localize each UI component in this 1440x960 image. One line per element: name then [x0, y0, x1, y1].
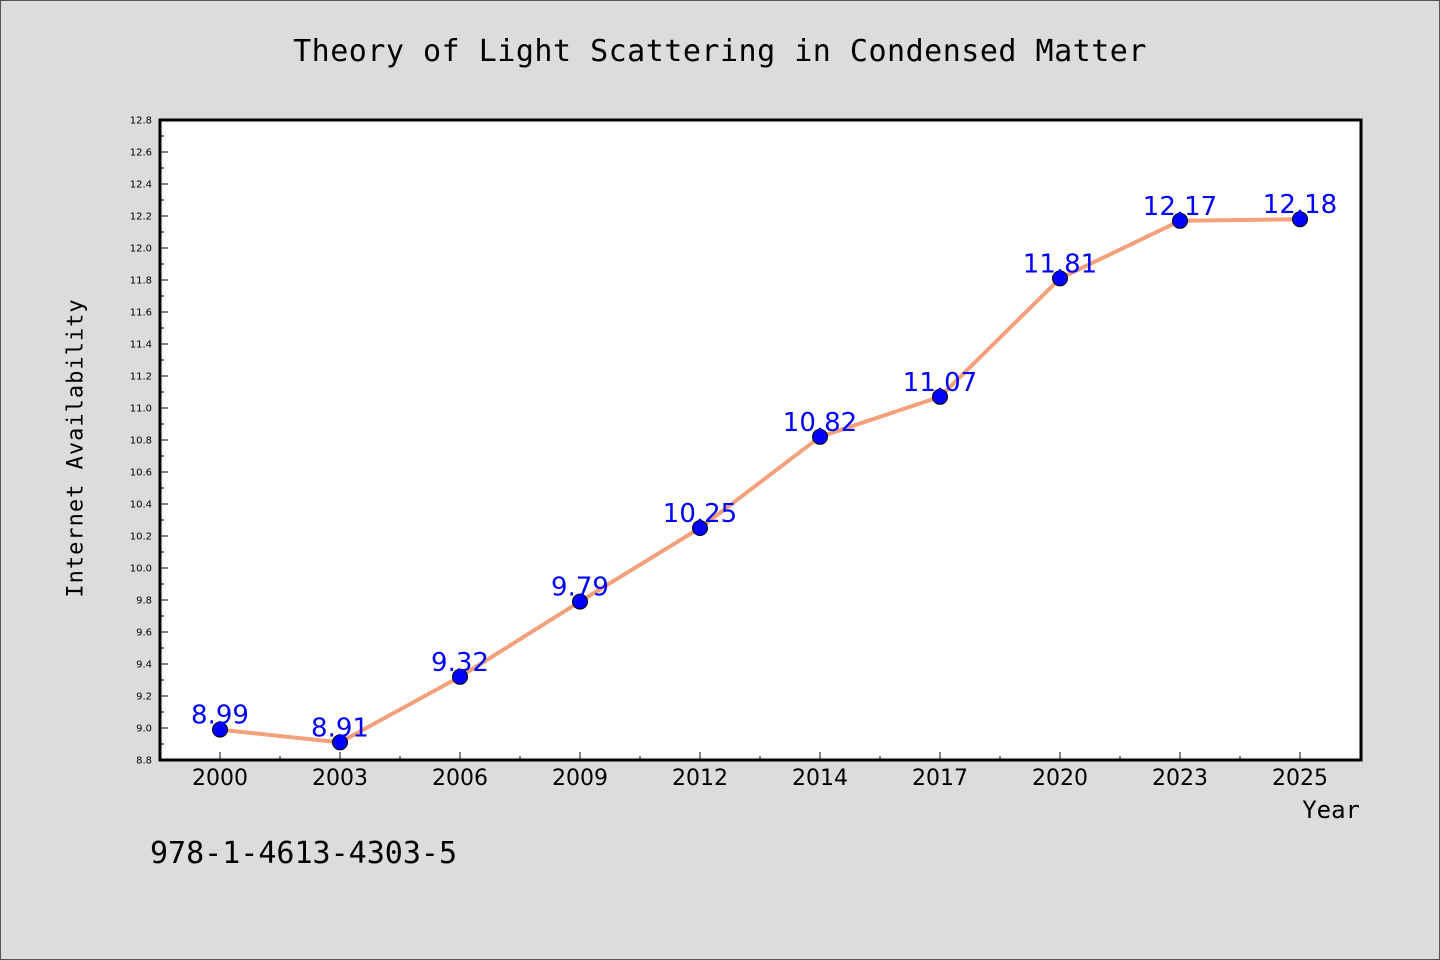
x-tick-label: 2000: [192, 766, 248, 791]
x-tick-label: 2012: [672, 766, 728, 791]
y-tick-label: 9.8: [136, 596, 152, 607]
data-point: [1292, 211, 1308, 228]
x-tick-label: 2025: [1272, 766, 1328, 791]
data-point: [692, 520, 708, 536]
x-axis-label: Year: [1302, 796, 1360, 824]
data-label: 12.17: [1143, 192, 1217, 222]
y-tick-label: 10.0: [130, 564, 152, 575]
plot-area: [160, 120, 1361, 760]
y-tick-label: 11.0: [130, 404, 152, 415]
y-tick-label: 10.8: [130, 436, 152, 447]
x-tick-label: 2023: [1152, 766, 1208, 791]
data-point: [452, 668, 468, 685]
data-label: 9.79: [551, 573, 609, 603]
y-tick-label: 10.6: [130, 468, 152, 479]
data-label: 8.91: [311, 713, 369, 743]
data-label: 10.82: [783, 408, 857, 438]
chart-title: Theory of Light Scattering in Condensed …: [293, 34, 1147, 69]
data-point: [212, 721, 228, 738]
y-tick-label: 12.6: [130, 148, 152, 159]
y-tick-label: 11.6: [130, 308, 152, 319]
x-tick-label: 2009: [552, 766, 608, 791]
x-tick-label: 2014: [792, 766, 848, 791]
data-label: 12.18: [1263, 190, 1337, 220]
data-label: 9.32: [431, 648, 489, 678]
y-tick-label: 9.0: [136, 724, 152, 735]
y-tick-label: 8.8: [136, 756, 152, 767]
data-point: [1172, 212, 1188, 229]
data-point: [932, 388, 948, 405]
isbn-text: 978-1-4613-4303-5: [150, 836, 458, 871]
data-point: [572, 593, 588, 610]
data-point: [812, 428, 828, 445]
y-tick-label: 10.2: [130, 532, 152, 543]
x-tick-label: 2003: [312, 766, 368, 791]
y-tick-label: 11.4: [130, 340, 152, 351]
data-label: 11.81: [1023, 249, 1097, 279]
data-point: [332, 734, 348, 751]
y-tick-label: 12.8: [130, 116, 152, 127]
y-tick-label: 12.4: [130, 180, 152, 191]
y-tick-label: 9.6: [136, 628, 152, 639]
x-tick-label: 2006: [432, 766, 488, 791]
data-label: 11.07: [903, 368, 977, 398]
y-tick-label: 9.2: [136, 692, 152, 703]
x-tick-label: 2020: [1032, 766, 1088, 791]
series-line: [218, 217, 1302, 745]
data-label: 10.25: [663, 499, 737, 529]
y-tick-label: 12.0: [130, 244, 152, 255]
y-tick-label: 11.8: [130, 276, 152, 287]
x-tick-label: 2017: [912, 766, 968, 791]
plot-border: [158, 118, 1363, 762]
y-tick-label: 12.2: [130, 212, 152, 223]
y-tick-label: 10.4: [130, 500, 152, 511]
data-point: [1052, 270, 1068, 287]
y-tick-label: 11.2: [130, 372, 152, 383]
data-label: 8.99: [191, 701, 249, 731]
y-tick-label: 9.4: [136, 660, 152, 671]
